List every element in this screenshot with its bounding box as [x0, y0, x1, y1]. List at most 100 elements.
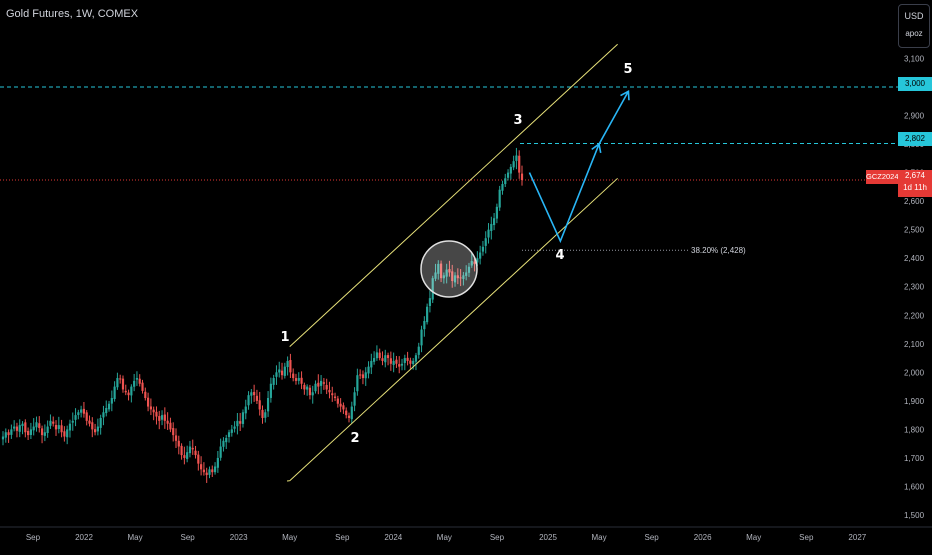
candle-body [381, 358, 383, 361]
candle-body [122, 379, 124, 390]
candle-body [359, 375, 361, 376]
candle-body [501, 184, 503, 191]
candle-body [83, 409, 85, 414]
candle-body [111, 398, 113, 404]
candle-body [114, 387, 116, 399]
scale-label: apoz [899, 29, 929, 38]
candle-body [362, 374, 364, 378]
candle-body [426, 307, 428, 322]
candle-body [275, 372, 277, 377]
candle-body [504, 178, 506, 184]
candle-body [292, 374, 294, 378]
candle-body [256, 396, 258, 401]
x-tick-label: 2025 [539, 533, 557, 542]
candle-body [485, 238, 487, 246]
candle-body [100, 418, 102, 428]
x-tick-label: 2022 [75, 533, 93, 542]
candle-body [337, 399, 339, 404]
candle-body [300, 378, 302, 384]
candle-body [10, 429, 12, 434]
y-tick-label: 2,500 [904, 226, 925, 235]
candle-body [5, 432, 7, 437]
x-tick-label: Sep [181, 533, 196, 542]
candle-body [384, 355, 386, 362]
candle-body [395, 360, 397, 364]
x-tick-label: Sep [799, 533, 814, 542]
y-tick-label: 2,600 [904, 197, 925, 206]
candle-body [250, 392, 252, 395]
x-tick-label: May [591, 533, 606, 542]
candle-body [367, 367, 369, 374]
candle-body [69, 424, 71, 431]
candle-body [303, 385, 305, 390]
candle-body [49, 421, 51, 426]
candle-body [172, 428, 174, 435]
candle-body [242, 412, 244, 424]
channel-upper-line [290, 44, 618, 346]
candle-body [515, 155, 517, 160]
currency-selector[interactable]: USD apoz [898, 4, 930, 48]
candle-body [253, 392, 255, 395]
candle-body [33, 427, 35, 431]
y-tick-label: 1,700 [904, 454, 925, 463]
candle-body [47, 427, 49, 433]
symbol-badge: GCZ2024 [866, 170, 898, 184]
candle-body [496, 207, 498, 219]
candle-body [225, 438, 227, 442]
candle-body [214, 466, 216, 472]
candle-body [331, 393, 333, 395]
candle-body [127, 393, 129, 396]
candle-body [289, 360, 291, 372]
candle-body [323, 382, 325, 383]
candle-body [178, 441, 180, 447]
candle-body [175, 435, 177, 440]
candle-body [326, 385, 328, 389]
x-tick-label: 2023 [230, 533, 248, 542]
candle-body [259, 400, 261, 409]
candle-body [370, 361, 372, 367]
x-tick-label: Sep [490, 533, 505, 542]
candle-body [16, 427, 18, 431]
candle-body [387, 355, 389, 358]
candle-body [41, 428, 43, 435]
x-tick-label: May [437, 533, 452, 542]
candle-body [63, 431, 65, 436]
candle-body [345, 411, 347, 416]
wave-label-1: 1 [280, 330, 289, 345]
candle-body [348, 416, 350, 418]
x-tick-label: May [746, 533, 761, 542]
candle-body [420, 330, 422, 346]
candle-body [479, 252, 481, 258]
candle-body [38, 423, 40, 428]
candle-body [351, 407, 353, 420]
currency-label: USD [899, 11, 929, 21]
candle-body [94, 429, 96, 432]
candle-body [429, 298, 431, 306]
candle-body [284, 367, 286, 376]
candle-body [119, 378, 121, 379]
candle-body [19, 425, 21, 432]
candle-body [153, 410, 155, 413]
candle-body [80, 409, 82, 412]
candle-body [130, 387, 132, 396]
candle-body [287, 361, 289, 367]
candle-body [314, 384, 316, 391]
candle-body [189, 447, 191, 454]
candle-body [239, 421, 241, 424]
candle-body [404, 358, 406, 363]
candle-body [133, 381, 135, 387]
candle-body [183, 455, 185, 458]
candle-body [406, 358, 408, 361]
candle-body [309, 388, 311, 395]
candle-body [44, 432, 46, 436]
candle-body [398, 364, 400, 367]
wave-label-2: 2 [350, 431, 359, 446]
y-tick-label: 1,600 [904, 482, 925, 491]
candle-body [228, 432, 230, 437]
candle-body [21, 424, 23, 426]
price-badge-3000: 3,000 [898, 77, 932, 91]
y-tick-label: 1,900 [904, 397, 925, 406]
candle-body [155, 412, 157, 417]
